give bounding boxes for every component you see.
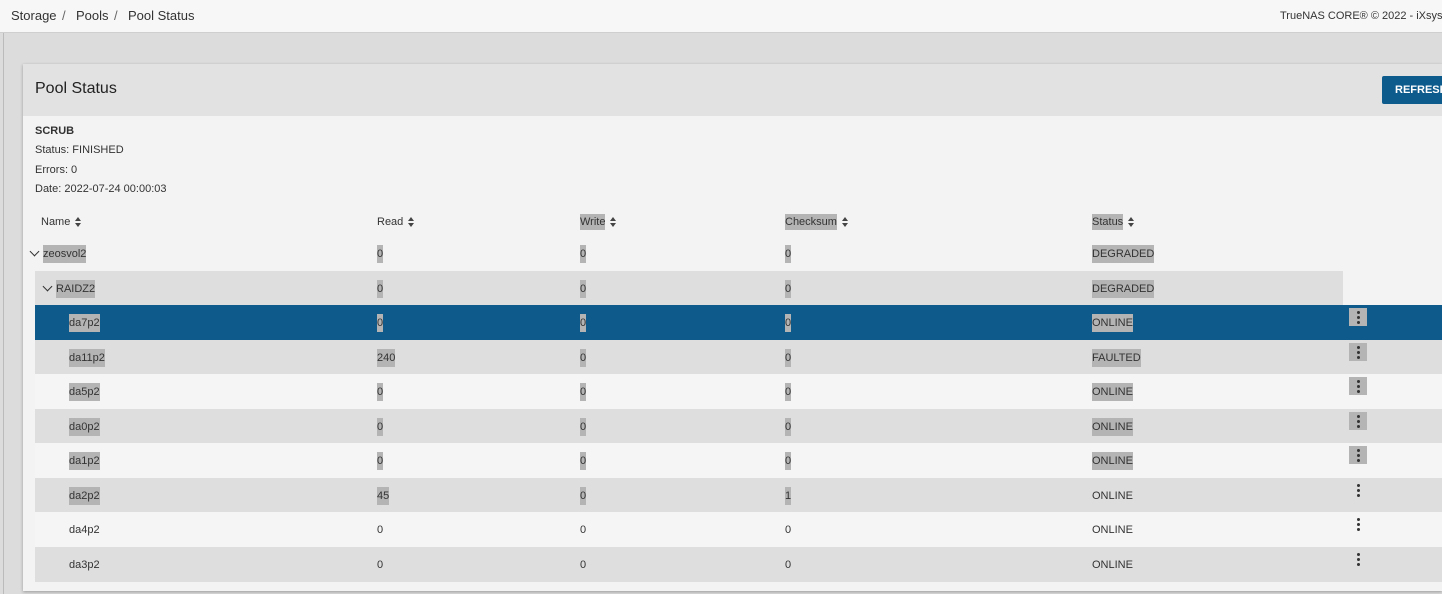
table-row[interactable] [35, 477, 1442, 513]
table-row[interactable] [35, 512, 1442, 547]
card: Pool Status REFRESH SCRUB Status: FINISH… [23, 64, 1442, 591]
device-name: da1p2 [69, 452, 100, 470]
error-count: 0 [785, 524, 792, 536]
row-menu[interactable] [1349, 411, 1367, 430]
device-status: ONLINE [1092, 452, 1133, 470]
table-row[interactable] [35, 339, 1442, 375]
device-name: da11p2 [69, 348, 105, 367]
device-status: DEGRADED [1092, 279, 1155, 298]
error-count: 0 [377, 524, 384, 536]
device-name: da5p2 [69, 383, 100, 401]
column-header[interactable]: Read [377, 216, 404, 228]
error-count: 0 [377, 417, 384, 436]
row-menu[interactable] [1349, 481, 1367, 499]
device-status: ONLINE [1092, 524, 1133, 536]
error-count: 0 [785, 383, 792, 401]
error-count: 0 [785, 245, 792, 263]
device-status: ONLINE [1092, 417, 1133, 436]
error-count: 0 [377, 245, 384, 263]
device-status: ONLINE [1092, 383, 1133, 401]
device-status: DEGRADED [1092, 245, 1155, 263]
table-row[interactable] [35, 443, 1442, 478]
error-count: 0 [580, 348, 587, 367]
device-name: da3p2 [69, 558, 100, 571]
refresh-button[interactable]: REFRESH [1382, 76, 1442, 104]
device-name: da4p2 [69, 524, 100, 536]
error-count: 0 [580, 383, 587, 401]
row-menu[interactable] [1349, 446, 1367, 464]
sort-icon [1128, 223, 1134, 227]
sort-icon [610, 223, 616, 227]
scrub-date: Date: 2022-07-24 00:00:03 [35, 183, 167, 195]
card-header: Pool Status REFRESH [23, 64, 1442, 116]
error-count: 0 [785, 417, 792, 436]
card-title: Pool Status [35, 80, 117, 97]
column-header[interactable]: Status [1092, 214, 1124, 230]
error-count: 0 [785, 558, 792, 571]
separator: / [62, 8, 66, 23]
error-count: 0 [785, 452, 792, 470]
separator: / [114, 8, 118, 23]
row-menu[interactable] [1349, 308, 1367, 326]
error-count: 0 [377, 314, 384, 332]
error-count: 0 [377, 452, 384, 470]
device-name: da7p2 [69, 314, 100, 332]
error-count: 0 [580, 486, 587, 505]
device-name: da2p2 [69, 486, 100, 505]
device-name: da0p2 [69, 417, 100, 436]
scrub-status: Status: FINISHED [35, 144, 124, 156]
breadcrumb[interactable]: Storage [11, 8, 57, 23]
device-name: RAIDZ2 [56, 279, 96, 298]
sort-icon [842, 223, 848, 227]
scrub-errors: Errors: 0 [35, 164, 78, 176]
error-count: 0 [580, 245, 587, 263]
device-status: ONLINE [1092, 558, 1133, 571]
row-menu[interactable] [1349, 377, 1367, 395]
error-count: 240 [377, 348, 396, 367]
copyright: TrueNAS CORE® © 2022 - iXsyst [1280, 10, 1442, 22]
error-count: 0 [785, 314, 792, 332]
device-status: ONLINE [1092, 489, 1133, 502]
breadcrumb: Pool Status [128, 8, 195, 23]
top-bar: Storage / Pools / Pool Status TrueNAS CO… [0, 0, 1442, 33]
error-count: 0 [580, 314, 587, 332]
error-count: 0 [785, 348, 792, 367]
column-header[interactable]: Write [580, 214, 606, 230]
table-row[interactable] [35, 408, 1442, 444]
table-row[interactable] [35, 305, 1442, 340]
error-count: 0 [785, 279, 792, 298]
scrub-heading: SCRUB [35, 125, 75, 137]
breadcrumb[interactable]: Pools [76, 8, 109, 23]
row-menu[interactable] [1349, 342, 1367, 361]
row-menu[interactable] [1349, 550, 1367, 568]
error-count: 0 [377, 558, 384, 571]
error-count: 0 [377, 383, 384, 401]
error-count: 0 [580, 558, 587, 571]
table-row[interactable] [35, 546, 1442, 582]
device-status: ONLINE [1092, 314, 1133, 332]
sort-icon [408, 223, 414, 227]
sort-icon [75, 223, 81, 227]
sort-icon [1128, 217, 1134, 221]
error-count: 0 [580, 417, 587, 436]
sort-icon [842, 217, 848, 221]
sort-icon [408, 217, 414, 221]
error-count: 0 [580, 524, 587, 536]
divider [3, 33, 4, 594]
error-count: 0 [377, 279, 384, 298]
error-count: 1 [785, 486, 792, 505]
sort-icon [610, 217, 616, 221]
error-count: 0 [580, 279, 587, 298]
column-header[interactable]: Name [41, 216, 71, 228]
error-count: 45 [377, 486, 390, 505]
error-count: 0 [580, 452, 587, 470]
device-status: FAULTED [1092, 348, 1141, 367]
device-name: zeosvol2 [43, 245, 87, 263]
row-menu[interactable] [1349, 515, 1367, 533]
table-row[interactable] [35, 236, 1442, 271]
table-row[interactable] [35, 374, 1442, 409]
column-header[interactable]: Checksum [785, 214, 837, 230]
sort-icon [75, 217, 81, 221]
